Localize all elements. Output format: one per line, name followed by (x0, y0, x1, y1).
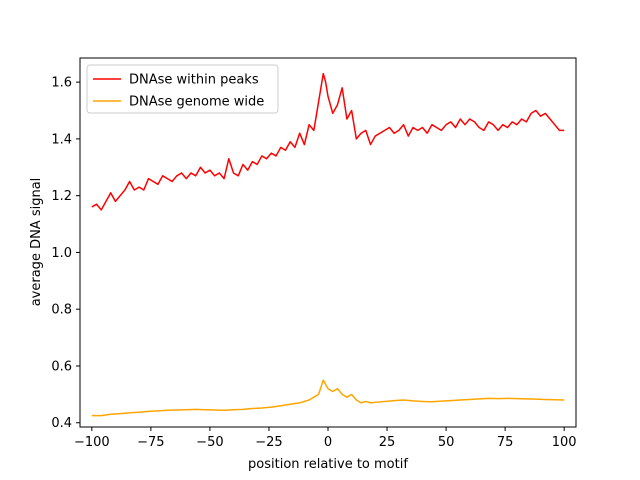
y-tick-label: 1.2 (51, 189, 72, 204)
x-tick-label: 100 (552, 435, 577, 450)
legend-label-2: DNAse genome wide (129, 95, 264, 110)
x-axis-label: position relative to motif (248, 457, 408, 472)
legend-box (86, 64, 279, 114)
x-axis-ticks: −100 −75 −50 −25 0 25 50 75 100 (74, 427, 577, 450)
x-tick-label: 0 (324, 435, 332, 450)
legend-label-1: DNAse within peaks (129, 73, 259, 88)
y-tick-label: 1.0 (51, 246, 72, 261)
series-line-2 (91, 379, 565, 417)
y-tick-label: 0.6 (51, 359, 72, 374)
x-tick-label: −25 (255, 435, 282, 450)
x-tick-label: −100 (74, 435, 110, 450)
y-tick-label: 1.4 (51, 132, 72, 147)
y-tick-label: 1.6 (51, 76, 72, 91)
y-axis-ticks: 0.4 0.6 0.8 1.0 1.2 1.4 1.6 (51, 76, 80, 431)
y-axis-label: average DNA signal (29, 178, 44, 307)
x-tick-label: −50 (196, 435, 223, 450)
x-tick-label: 50 (438, 435, 455, 450)
x-tick-label: 75 (497, 435, 514, 450)
legend: DNAse within peaks DNAse genome wide (86, 64, 279, 114)
y-tick-label: 0.8 (51, 303, 72, 318)
y-tick-label: 0.4 (51, 416, 72, 431)
series-line-1 (91, 72, 565, 211)
x-tick-label: −75 (137, 435, 164, 450)
x-tick-label: 25 (379, 435, 396, 450)
